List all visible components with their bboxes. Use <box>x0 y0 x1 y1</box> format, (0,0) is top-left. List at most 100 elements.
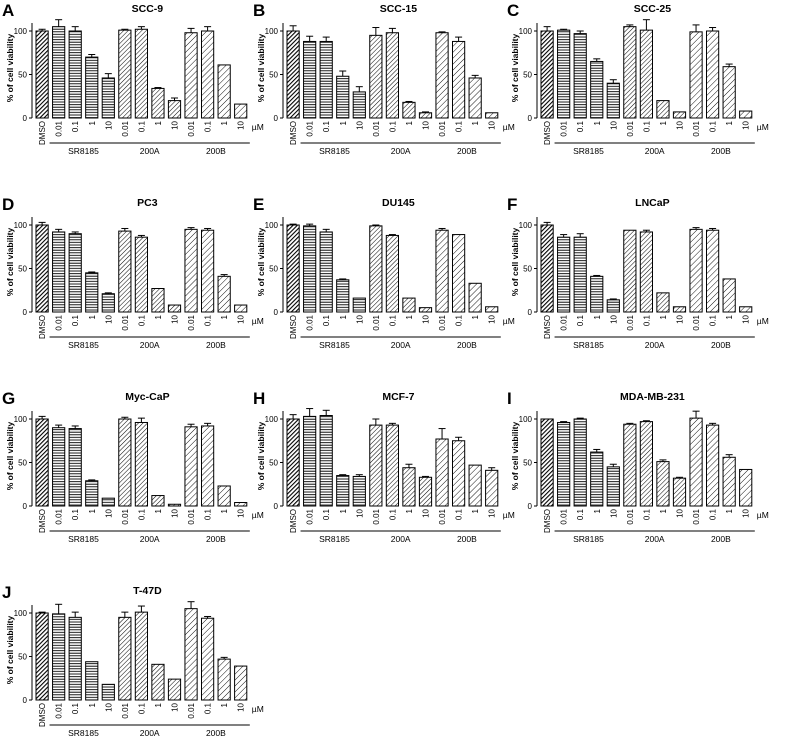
y-tick-label: 0 <box>23 696 28 705</box>
bar <box>540 418 554 507</box>
x-tick-label: 1 <box>659 120 668 125</box>
panel-title: LNCaP <box>635 197 669 209</box>
bar <box>303 225 317 313</box>
bar <box>68 30 82 119</box>
bar <box>623 26 637 119</box>
x-tick-label: 0.1 <box>455 508 464 520</box>
x-tick-label: DMSO <box>38 509 47 533</box>
x-tick-label: 0.1 <box>455 314 464 326</box>
x-tick-label: 10 <box>742 314 751 323</box>
x-tick-label: 0.01 <box>55 314 64 330</box>
y-axis-label: % of cell viability <box>256 227 266 296</box>
y-axis-label: % of cell viability <box>256 33 266 102</box>
x-tick-label: 0.01 <box>55 508 64 524</box>
panel-title: SCC-15 <box>380 3 418 15</box>
x-tick-label: 0.1 <box>388 120 397 132</box>
panel-title: Myc-CaP <box>125 391 169 403</box>
x-tick-label: 10 <box>237 314 246 323</box>
group-label: SR8185 <box>319 146 350 156</box>
bar <box>134 28 149 119</box>
x-tick-label: 10 <box>171 508 180 517</box>
y-tick-label: 100 <box>265 27 279 36</box>
panel-letter: I <box>507 389 512 408</box>
bar <box>151 288 165 313</box>
y-tick-label: 50 <box>523 459 532 468</box>
panel-title: SCC-9 <box>132 3 164 15</box>
y-tick-label: 0 <box>23 308 28 317</box>
group-label: 200B <box>711 340 731 350</box>
x-tick-label: 0.1 <box>137 702 146 714</box>
bar <box>540 224 554 313</box>
x-tick-label: 1 <box>220 314 229 319</box>
x-tick-label: 0.1 <box>388 508 397 520</box>
bar <box>485 469 499 507</box>
x-tick-label: 1 <box>88 120 97 125</box>
bar <box>402 297 416 313</box>
x-tick-label: 0.1 <box>642 120 651 132</box>
bar <box>303 40 317 119</box>
panel-letter: C <box>507 1 519 20</box>
x-tick-label: 0.1 <box>137 120 146 132</box>
x-tick-label: 10 <box>355 508 364 517</box>
y-tick-label: 100 <box>14 415 28 424</box>
bar <box>485 112 499 119</box>
x-tick-label: 0.1 <box>137 314 146 326</box>
bar <box>217 275 231 313</box>
unit-label: µM <box>503 316 515 326</box>
x-tick-label: 1 <box>725 120 734 125</box>
x-tick-label: DMSO <box>289 315 298 339</box>
x-tick-label: 0.01 <box>560 120 569 136</box>
bar <box>52 613 66 701</box>
unit-label: µM <box>503 122 515 132</box>
bar <box>101 683 115 701</box>
panel-title: DU145 <box>382 197 415 209</box>
y-tick-label: 50 <box>18 71 27 80</box>
bar <box>151 495 165 507</box>
y-axis-label: % of cell viability <box>510 33 520 102</box>
group-label: 200A <box>140 340 160 350</box>
bar <box>557 236 571 313</box>
bar <box>573 418 587 507</box>
bar <box>319 40 333 119</box>
y-axis-label: % of cell viability <box>510 421 520 490</box>
bar <box>336 279 350 313</box>
x-tick-label: DMSO <box>543 121 552 145</box>
x-tick-label: 10 <box>742 120 751 129</box>
x-tick-label: 1 <box>339 314 348 319</box>
x-tick-label: 0.1 <box>576 120 585 132</box>
group-label: 200A <box>140 534 160 544</box>
bar <box>452 234 466 313</box>
x-tick-label: 0.1 <box>71 508 80 520</box>
bar <box>672 111 687 119</box>
y-tick-label: 0 <box>274 502 279 511</box>
x-tick-label: 0.1 <box>71 120 80 132</box>
y-tick-label: 0 <box>274 308 279 317</box>
group-label: 200A <box>391 146 411 156</box>
x-tick-label: 10 <box>676 314 685 323</box>
x-tick-label: 0.01 <box>438 120 447 136</box>
group-label: 200A <box>140 728 160 738</box>
group-label: SR8185 <box>68 146 99 156</box>
bar <box>689 228 703 313</box>
x-tick-label: 10 <box>171 702 180 711</box>
bar <box>184 32 198 119</box>
x-tick-label: 0.01 <box>438 508 447 524</box>
bar <box>167 304 182 313</box>
y-tick-label: 100 <box>265 415 279 424</box>
x-tick-label: 0.1 <box>642 314 651 326</box>
x-tick-label: 0.01 <box>306 314 315 330</box>
bar <box>722 66 736 119</box>
bar <box>303 415 317 507</box>
x-tick-label: 0.01 <box>121 120 130 136</box>
y-tick-label: 100 <box>519 221 533 230</box>
bar <box>557 421 571 507</box>
group-label: 200B <box>457 340 477 350</box>
x-tick-label: 0.1 <box>576 314 585 326</box>
y-axis-label: % of cell viability <box>256 421 266 490</box>
x-tick-label: 1 <box>593 314 602 319</box>
bar <box>352 91 366 119</box>
y-tick-label: 100 <box>14 221 28 230</box>
x-tick-label: DMSO <box>289 509 298 533</box>
x-tick-label: 10 <box>676 120 685 129</box>
bar <box>590 60 604 119</box>
